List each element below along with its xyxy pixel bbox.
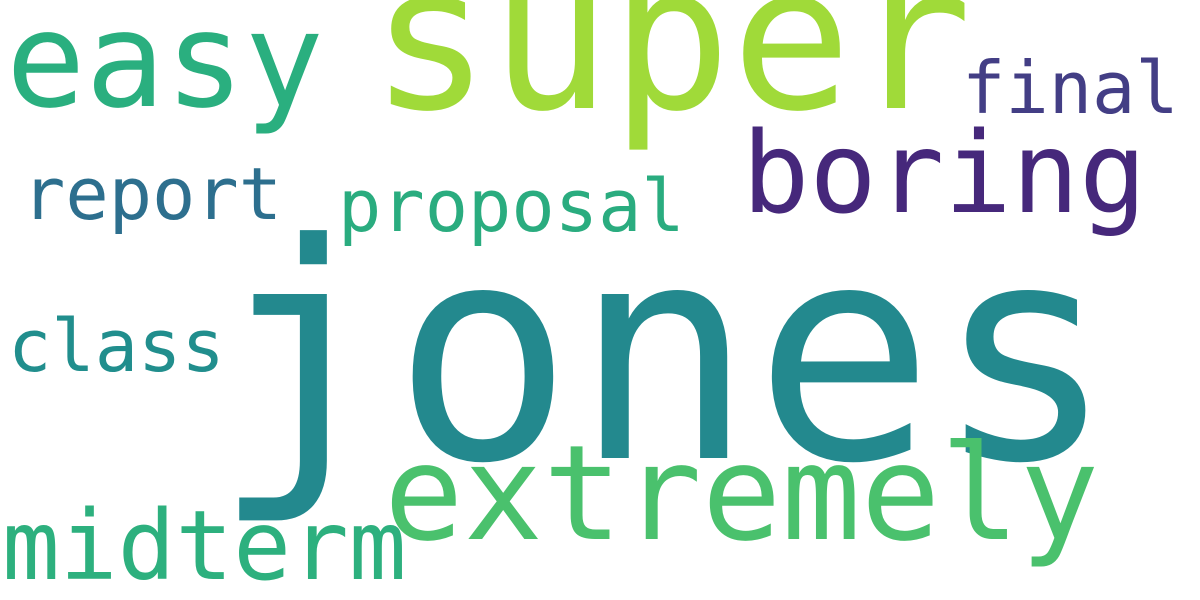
word-boring: boring (742, 109, 1147, 239)
word-jones: jones (212, 180, 1116, 529)
word-final: final (962, 46, 1179, 130)
word-easy: easy (6, 0, 324, 138)
word-class: class (8, 304, 225, 388)
word-proposal: proposal (338, 164, 685, 248)
word-midterm: midterm (2, 490, 407, 600)
word-extremely: extremely (384, 417, 1100, 571)
word-report: report (22, 152, 283, 236)
word-super: super (370, 0, 973, 156)
